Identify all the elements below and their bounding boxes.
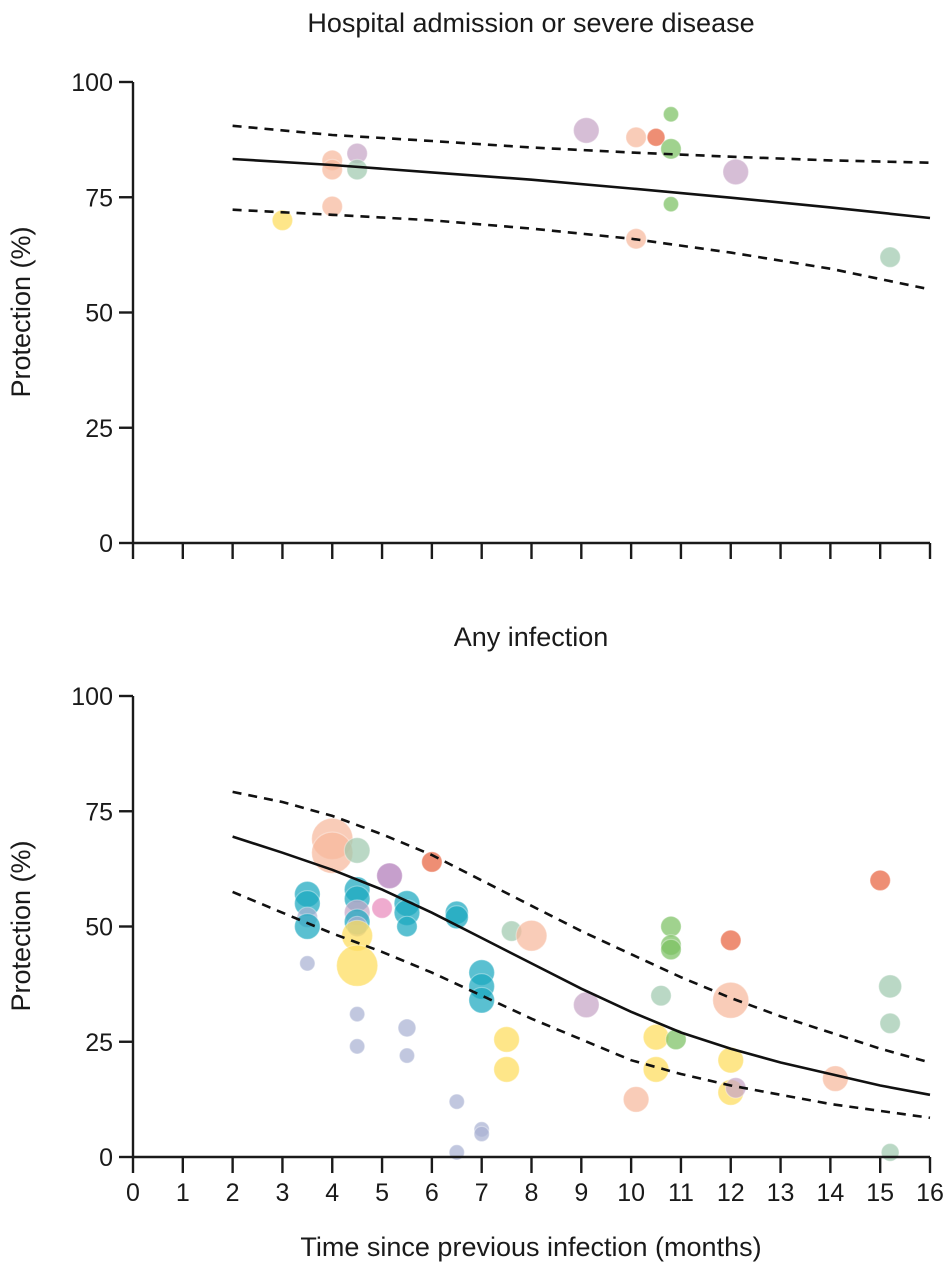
data-point (650, 984, 672, 1007)
x-tick-label: 3 (275, 1179, 289, 1207)
data-point (625, 126, 647, 149)
x-tick-label: 4 (325, 1179, 339, 1207)
data-point (722, 158, 750, 186)
data-points (271, 106, 901, 268)
chart-title: Any infection (454, 622, 609, 652)
data-point (719, 929, 742, 952)
y-tick-label: 50 (85, 914, 113, 942)
x-tick-label: 15 (866, 1179, 894, 1207)
data-point (515, 919, 548, 952)
y-tick-label: 50 (85, 300, 113, 328)
y-axis-label: Protection (%) (6, 226, 36, 397)
y-tick-label: 75 (85, 798, 113, 826)
data-point (880, 1142, 900, 1162)
data-point (397, 1018, 417, 1038)
x-tick-label: 0 (126, 1179, 140, 1207)
x-tick-label: 6 (425, 1179, 439, 1207)
x-tick-label: 2 (226, 1179, 240, 1207)
data-point (821, 1065, 849, 1093)
x-axis-label: Time since previous infection (months) (300, 1232, 761, 1262)
data-point (448, 1093, 465, 1110)
data-point (879, 1012, 901, 1035)
y-axis-label: Protection (%) (6, 840, 36, 1011)
data-point (712, 981, 750, 1019)
fit-lines (232, 124, 931, 291)
y-tick-label: 25 (85, 415, 113, 443)
upper-ci-line (232, 124, 931, 164)
data-point (299, 955, 316, 972)
estimate-line (232, 835, 931, 1097)
y-tick-label: 0 (99, 530, 113, 558)
data-point (343, 837, 371, 864)
x-tick-label: 9 (574, 1179, 588, 1207)
x-tick-label: 12 (717, 1179, 745, 1207)
data-point (662, 195, 680, 213)
x-tick-label: 5 (375, 1179, 389, 1207)
x-tick-label: 13 (767, 1179, 795, 1207)
y-tick-label: 75 (85, 184, 113, 212)
data-point (493, 1056, 520, 1083)
x-tick-label: 11 (668, 1179, 694, 1207)
data-point (622, 1085, 650, 1113)
data-point (879, 246, 901, 268)
data-point (321, 195, 344, 218)
data-point (371, 897, 393, 919)
data-point (348, 1005, 366, 1023)
x-tick-label: 10 (617, 1179, 645, 1207)
y-tick-label: 0 (99, 1144, 113, 1172)
data-point (376, 862, 403, 890)
x-tick-label: 14 (816, 1179, 844, 1207)
data-point (335, 944, 379, 987)
data-point (642, 1023, 670, 1051)
data-point (662, 106, 680, 123)
lower-ci-line (232, 208, 931, 291)
x-tick-label: 7 (475, 1179, 489, 1207)
data-point (346, 158, 368, 181)
data-point (869, 869, 891, 892)
data-point (293, 913, 321, 940)
y-tick-label: 100 (71, 683, 113, 711)
x-tick-label: 8 (525, 1179, 539, 1207)
fit-lines (232, 790, 931, 1120)
x-tick-label: 16 (916, 1179, 944, 1207)
estimate-line (232, 157, 931, 220)
data-point (572, 117, 600, 144)
x-tick-label: 1 (176, 1179, 190, 1207)
data-point (473, 1125, 490, 1143)
data-point (321, 158, 344, 181)
y-tick-label: 25 (85, 1029, 113, 1057)
y-tick-label: 100 (71, 69, 113, 97)
data-point (646, 127, 666, 147)
data-point (878, 974, 903, 999)
data-point (396, 915, 418, 938)
panel-hospital-admission: Hospital admission or severe disease Pro… (6, 8, 932, 559)
data-point (348, 1038, 366, 1055)
axes: 0 25 50 75 100 (71, 69, 932, 559)
data-point (271, 209, 294, 232)
upper-ci-line (232, 790, 931, 1064)
data-points (293, 817, 903, 1162)
data-point (660, 915, 682, 938)
panel-any-infection: Any infection Protection (%) Time since … (6, 622, 944, 1262)
chart-title: Hospital admission or severe disease (307, 8, 754, 38)
data-point (398, 1047, 416, 1064)
data-point (660, 938, 682, 961)
data-point (660, 138, 682, 160)
data-point (493, 1026, 520, 1053)
